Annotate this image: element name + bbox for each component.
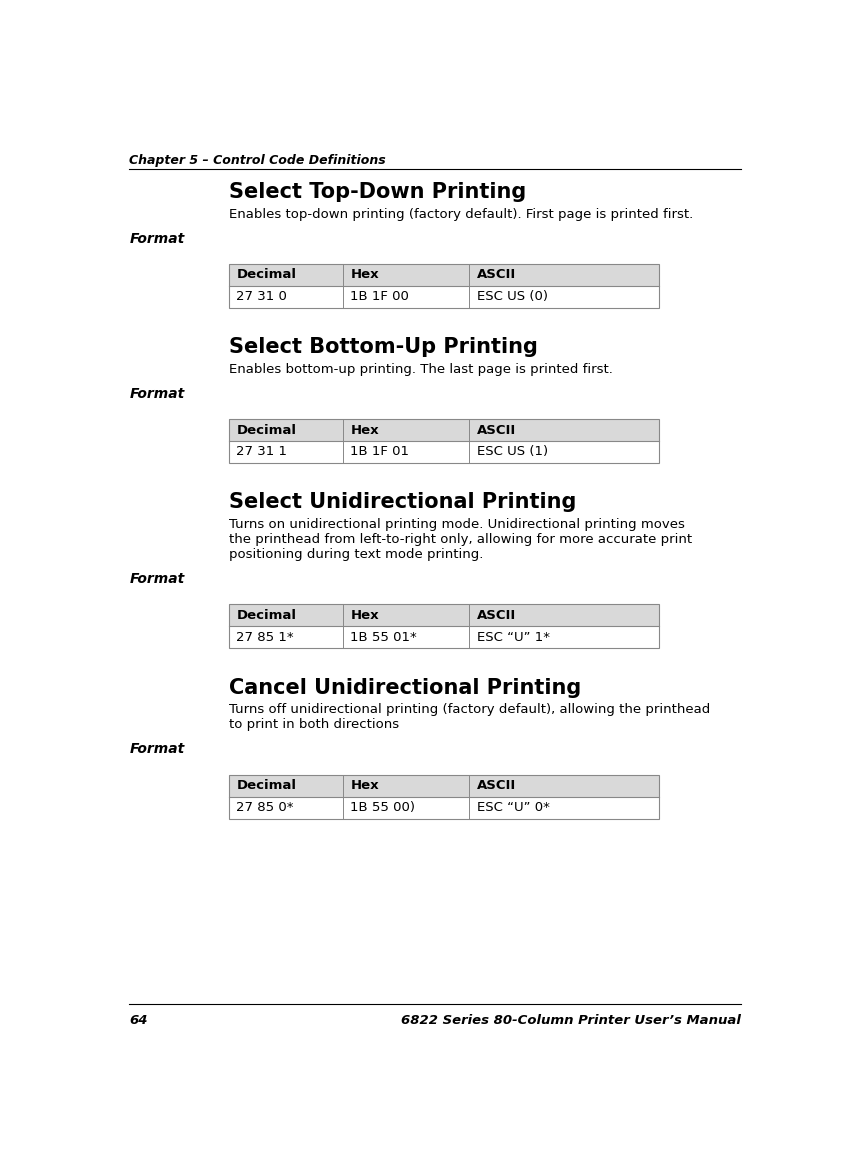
Text: Decimal: Decimal <box>236 268 296 282</box>
Text: the printhead from left-to-right only, allowing for more accurate print: the printhead from left-to-right only, a… <box>228 532 692 546</box>
Bar <box>228 627 659 649</box>
Text: ESC “U” 0*: ESC “U” 0* <box>477 800 550 814</box>
Text: 1B 55 00): 1B 55 00) <box>351 800 415 814</box>
Text: ASCII: ASCII <box>477 779 516 792</box>
Text: Hex: Hex <box>351 268 379 282</box>
Text: 27 85 0*: 27 85 0* <box>236 800 294 814</box>
Text: Decimal: Decimal <box>236 424 296 437</box>
Text: Format: Format <box>129 387 184 401</box>
Text: Format: Format <box>129 232 184 246</box>
Text: Hex: Hex <box>351 424 379 437</box>
Text: Chapter 5 – Control Code Definitions: Chapter 5 – Control Code Definitions <box>129 154 386 167</box>
Text: ESC US (0): ESC US (0) <box>477 290 548 303</box>
Text: Cancel Unidirectional Printing: Cancel Unidirectional Printing <box>228 678 581 698</box>
Text: 1B 1F 01: 1B 1F 01 <box>351 445 409 459</box>
Text: Turns off unidirectional printing (factory default), allowing the printhead: Turns off unidirectional printing (facto… <box>228 702 710 716</box>
Text: 27 85 1*: 27 85 1* <box>236 630 294 644</box>
Text: ESC US (1): ESC US (1) <box>477 445 548 459</box>
Text: Select Top-Down Printing: Select Top-Down Printing <box>228 182 526 203</box>
Text: Decimal: Decimal <box>236 609 296 622</box>
Text: positioning during text mode printing.: positioning during text mode printing. <box>228 548 483 560</box>
Text: 1B 55 01*: 1B 55 01* <box>351 630 417 644</box>
Text: ESC “U” 1*: ESC “U” 1* <box>477 630 550 644</box>
Bar <box>228 775 659 819</box>
Bar <box>228 419 659 442</box>
Bar <box>228 419 659 464</box>
Bar <box>228 287 659 308</box>
Bar <box>228 605 659 649</box>
Bar <box>228 797 659 819</box>
Text: Enables top-down printing (factory default). First page is printed first.: Enables top-down printing (factory defau… <box>228 207 693 220</box>
Text: 64: 64 <box>129 1014 148 1026</box>
Text: Select Unidirectional Printing: Select Unidirectional Printing <box>228 493 576 513</box>
Bar <box>228 605 659 627</box>
Text: ASCII: ASCII <box>477 424 516 437</box>
Text: 1B 1F 00: 1B 1F 00 <box>351 290 409 303</box>
Text: Hex: Hex <box>351 609 379 622</box>
Text: to print in both directions: to print in both directions <box>228 718 399 732</box>
Text: 6822 Series 80-Column Printer User’s Manual: 6822 Series 80-Column Printer User’s Man… <box>401 1014 741 1026</box>
Text: Format: Format <box>129 742 184 756</box>
Bar <box>228 775 659 797</box>
Bar <box>228 264 659 308</box>
Text: 27 31 1: 27 31 1 <box>236 445 287 459</box>
Text: Format: Format <box>129 572 184 586</box>
Text: Decimal: Decimal <box>236 779 296 792</box>
Text: Enables bottom-up printing. The last page is printed first.: Enables bottom-up printing. The last pag… <box>228 362 612 376</box>
Text: ASCII: ASCII <box>477 268 516 282</box>
Text: Hex: Hex <box>351 779 379 792</box>
Text: Turns on unidirectional printing mode. Unidirectional printing moves: Turns on unidirectional printing mode. U… <box>228 518 684 531</box>
Text: 27 31 0: 27 31 0 <box>236 290 287 303</box>
Bar <box>228 442 659 464</box>
Text: ASCII: ASCII <box>477 609 516 622</box>
Bar <box>228 264 659 287</box>
Text: Select Bottom-Up Printing: Select Bottom-Up Printing <box>228 338 537 358</box>
